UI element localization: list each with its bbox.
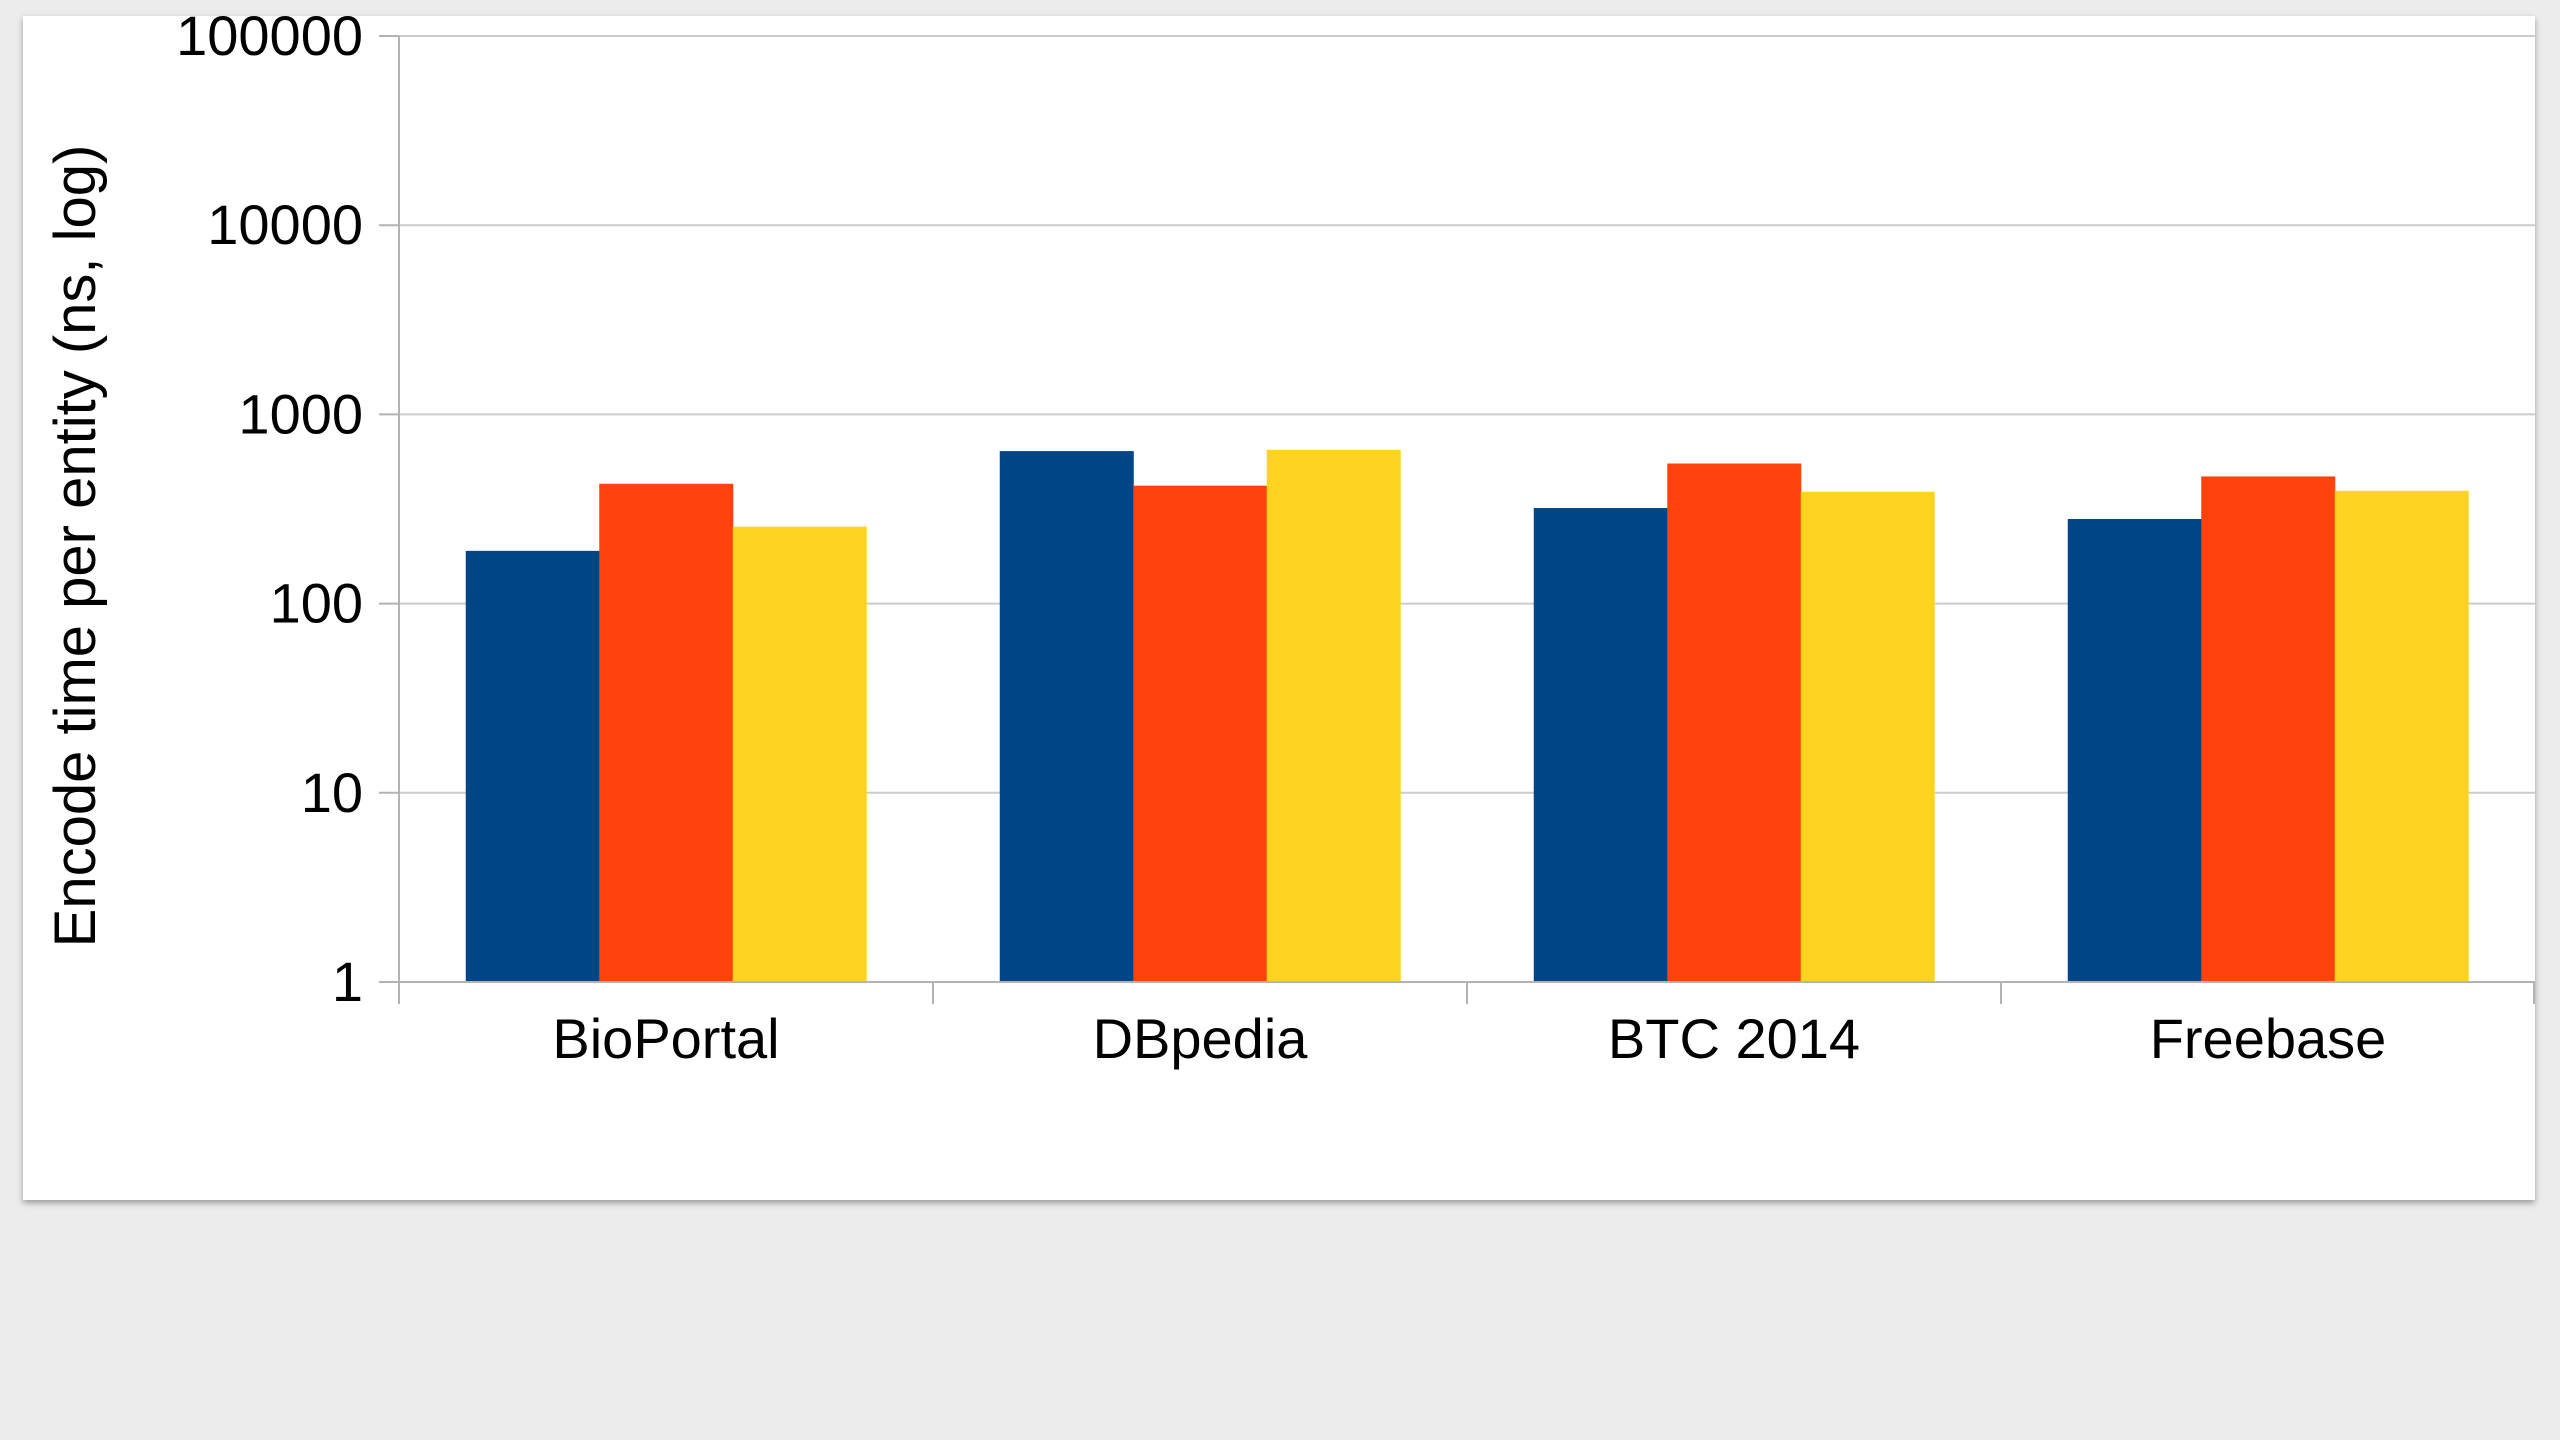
y-tick-label: 1: [332, 950, 363, 1013]
bar: [732, 526, 867, 982]
bar: [2334, 490, 2469, 982]
y-tick-labels: 1 10 100 1000 10000 100000: [176, 16, 363, 1013]
bar: [599, 483, 734, 982]
bar: [2067, 518, 2202, 982]
bar: [1800, 491, 1935, 982]
x-category-labels: BioPortal DBpedia BTC 2014 Freebase: [552, 1007, 2386, 1070]
x-category-label: BioPortal: [552, 1007, 779, 1070]
x-category-label: Freebase: [2150, 1007, 2387, 1070]
bar: [1533, 508, 1668, 982]
y-tick-label: 1000: [238, 382, 363, 445]
bars: [465, 449, 2469, 983]
axes: [379, 35, 2535, 1004]
x-category-label: BTC 2014: [1608, 1007, 1860, 1070]
bar: [1266, 449, 1401, 983]
y-tick-label: 10000: [207, 193, 363, 256]
y-axis-title: Encode time per entity (ns, log): [43, 145, 108, 948]
bar: [1667, 463, 1802, 982]
y-tick-label: 100000: [176, 16, 363, 67]
bar: [2201, 476, 2336, 982]
x-category-label: DBpedia: [1093, 1007, 1309, 1070]
chart-card: 1 10 100 1000 10000 100000 BioPortal DBpedia BT…: [23, 16, 2535, 1200]
y-tick-label: 100: [270, 572, 363, 635]
bar-chart: 1 10 100 1000 10000 100000 BioPortal DBpedia BT…: [43, 16, 2535, 1070]
bar: [999, 451, 1134, 982]
bar: [465, 550, 600, 982]
bar: [1133, 485, 1268, 982]
y-tick-label: 10: [301, 761, 363, 824]
